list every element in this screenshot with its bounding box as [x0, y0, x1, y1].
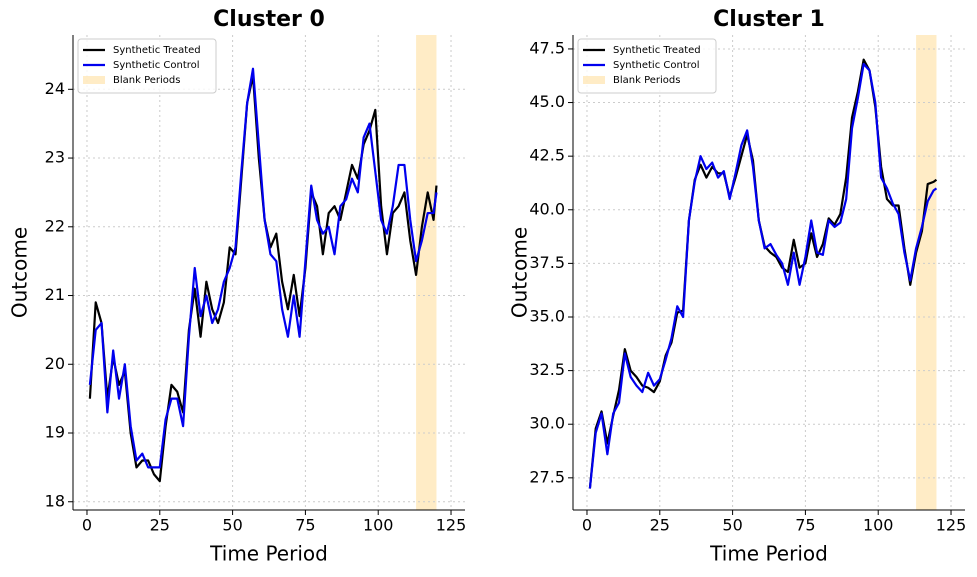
legend-label: Blank Periods	[113, 75, 180, 86]
x-tick-label: 125	[936, 516, 967, 535]
y-tick-label: 35.0	[529, 306, 565, 325]
blank-period-span	[416, 35, 437, 510]
x-tick-label: 25	[650, 516, 670, 535]
series-line	[588, 62, 938, 489]
y-axis-label: Outcome	[8, 227, 32, 318]
y-tick-label: 27.5	[529, 467, 565, 486]
x-tick-label: 50	[722, 516, 742, 535]
chart-title: Cluster 1	[713, 7, 825, 32]
legend-label: Synthetic Control	[613, 60, 700, 71]
x-tick-label: 75	[295, 516, 315, 535]
x-axis-label: Time Period	[709, 542, 828, 566]
y-axis-label: Outcome	[508, 227, 532, 318]
y-tick-label: 24	[45, 79, 65, 98]
subplot: 0 25 50 75 100 125 18 19 20 21 22 23 24 Cluster 0 Time…	[8, 7, 467, 566]
legend-label: Synthetic Treated	[613, 45, 701, 56]
x-tick-label: 25	[150, 516, 170, 535]
y-tick-label: 32.5	[529, 360, 565, 379]
blank-period-span	[916, 35, 937, 510]
x-tick-label: 50	[222, 516, 242, 535]
series-line	[88, 67, 438, 469]
y-tick-label: 23	[45, 148, 65, 167]
legend-swatch	[83, 76, 105, 84]
y-tick-label: 30.0	[529, 414, 565, 433]
y-tick-label: 40.0	[529, 199, 565, 218]
legend-box	[77, 38, 217, 94]
y-tick-label: 47.5	[529, 38, 565, 57]
legend-label: Synthetic Treated	[113, 45, 201, 56]
x-tick-label: 100	[863, 516, 894, 535]
x-tick-label: 0	[582, 516, 592, 535]
x-tick-label: 100	[363, 516, 394, 535]
x-axis-label: Time Period	[209, 542, 328, 566]
legend-label: Blank Periods	[613, 75, 680, 86]
x-tick-label: 0	[82, 516, 92, 535]
y-tick-label: 22	[45, 216, 65, 235]
x-tick-label: 75	[795, 516, 815, 535]
y-tick-label: 42.5	[529, 146, 565, 165]
series-line	[88, 74, 438, 483]
x-tick-label: 125	[436, 516, 467, 535]
y-tick-label: 20	[45, 354, 65, 373]
legend-label: Synthetic Control	[113, 60, 200, 71]
y-tick-label: 37.5	[529, 253, 565, 272]
y-tick-label: 19	[45, 423, 65, 442]
legend-swatch	[583, 76, 605, 84]
legend-box	[577, 38, 717, 94]
y-tick-label: 21	[45, 285, 65, 304]
subplot: 0 25 50 75 100 125 27.5 30.0 32.5 35.0 37.5 40.0 42.…	[508, 7, 967, 566]
chart-title: Cluster 0	[213, 7, 325, 32]
y-tick-label: 18	[45, 491, 65, 510]
y-tick-label: 45.0	[529, 92, 565, 111]
